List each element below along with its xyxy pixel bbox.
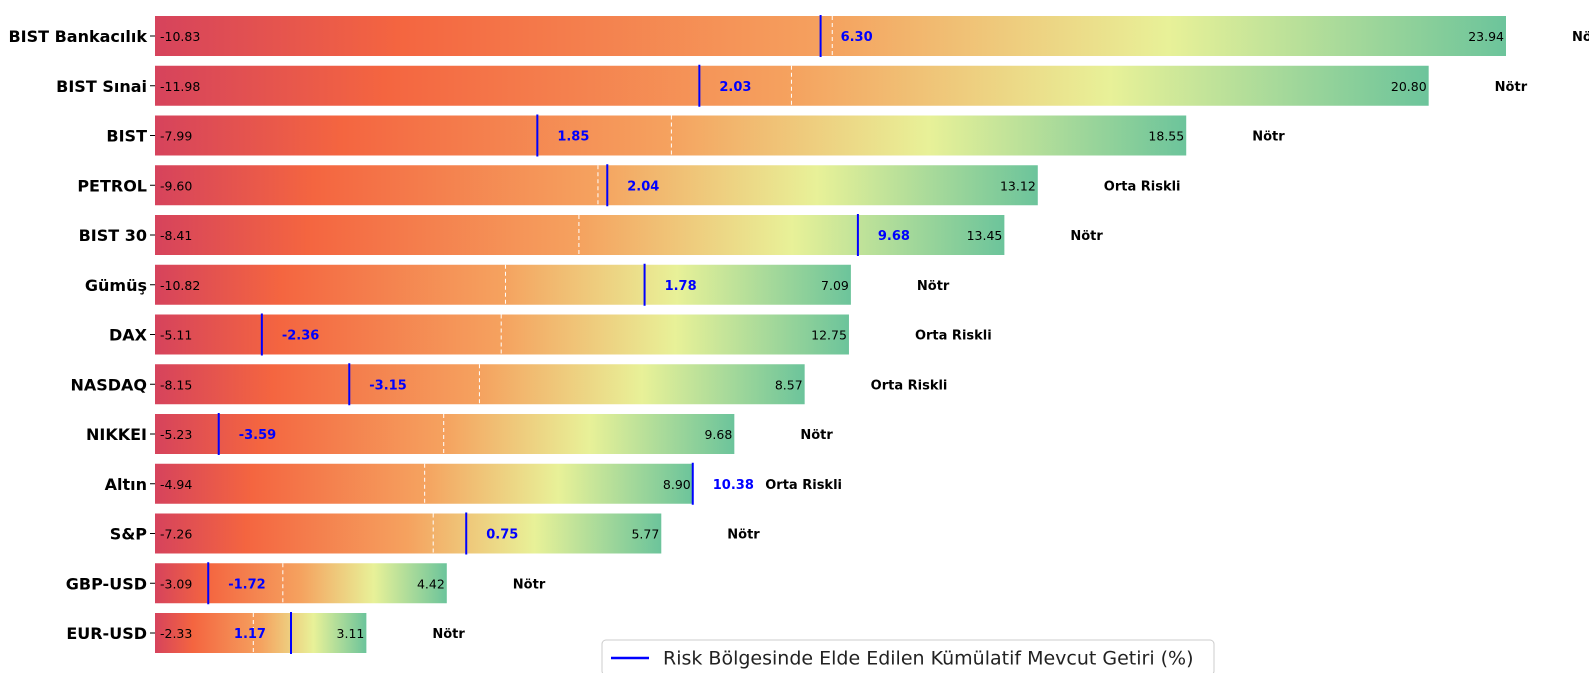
risk-category-label: Nötr (727, 528, 760, 543)
row-4: BIST 30 -8.41 13.45 9.68 Nötr (79, 214, 1103, 256)
current-return-label: 9.68 (878, 229, 910, 244)
max-value-label: 8.90 (663, 477, 691, 492)
min-value-label: -9.60 (160, 178, 192, 193)
current-return-label: -3.59 (239, 428, 276, 443)
risk-category-label: Nötr (917, 279, 950, 294)
max-value-label: 4.42 (417, 576, 445, 591)
risk-category-label: Nötr (1252, 130, 1285, 145)
max-value-label: 13.45 (967, 228, 1003, 243)
max-value-label: 7.09 (821, 278, 849, 293)
min-value-label: -3.09 (160, 576, 192, 591)
min-value-label: -10.83 (160, 29, 200, 44)
legend-label: Risk Bölgesinde Elde Edilen Kümülatif Me… (663, 648, 1194, 670)
risk-category-label: Nötr (1495, 80, 1528, 95)
row-11: GBP-USD -3.09 4.42 -1.72 Nötr (66, 562, 546, 605)
risk-category-label: Orta Riskli (915, 329, 992, 344)
category-label: Gümüş (85, 276, 147, 295)
current-return-label: 1.78 (665, 279, 697, 294)
current-return-label: 0.75 (486, 528, 518, 543)
max-value-label: 13.12 (1000, 178, 1036, 193)
risk-category-label: Orta Riskli (1104, 179, 1181, 194)
min-value-label: -5.11 (160, 328, 192, 343)
range-bar (155, 364, 805, 405)
row-7: NASDAQ -8.15 8.57 -3.15 Orta Riskli (70, 363, 948, 406)
risk-category-label: Nötr (432, 627, 465, 642)
category-label: BIST Sınai (56, 77, 147, 96)
row-8: NIKKEI -5.23 9.68 -3.59 Nötr (86, 413, 833, 455)
max-value-label: 9.68 (704, 427, 732, 442)
chart-legend: Risk Bölgesinde Elde Edilen Kümülatif Me… (601, 639, 1215, 673)
max-value-label: 3.11 (337, 626, 365, 641)
range-bar (155, 215, 1005, 255)
min-value-label: -7.99 (160, 129, 192, 144)
risk-category-label: Nötr (1572, 30, 1589, 45)
max-value-label: 8.57 (775, 377, 803, 392)
range-bar (155, 613, 367, 653)
range-bar (155, 65, 1429, 106)
category-label: Altın (105, 475, 147, 494)
legend-frame (601, 639, 1215, 673)
row-9: Altın -4.94 8.90 10.38 Orta Riskli (105, 462, 842, 505)
max-value-label: 12.75 (811, 328, 847, 343)
min-value-label: -10.82 (160, 278, 200, 293)
current-return-label: 1.85 (557, 130, 589, 145)
category-label: BIST Bankacılık (8, 27, 147, 46)
risk-category-label: Nötr (800, 428, 833, 443)
max-value-label: 18.55 (1148, 129, 1184, 144)
range-bar (155, 414, 735, 454)
current-return-label: 10.38 (713, 478, 754, 493)
category-label: DAX (109, 326, 148, 345)
row-2: BIST -7.99 18.55 1.85 Nötr (106, 114, 1285, 157)
min-value-label: -5.23 (160, 427, 192, 442)
min-value-label: -2.33 (160, 626, 192, 641)
category-label: S&P (110, 525, 147, 544)
min-value-label: -8.15 (160, 377, 192, 392)
min-value-label: -4.94 (160, 477, 192, 492)
current-return-label: 2.03 (719, 80, 751, 95)
row-10: S&P -7.26 5.77 0.75 Nötr (110, 512, 760, 555)
row-0: BIST Bankacılık -10.83 23.94 6.30 Nötr (8, 15, 1589, 57)
range-bar (155, 115, 1187, 156)
max-value-label: 20.80 (1391, 79, 1427, 94)
range-bar (155, 314, 849, 355)
current-return-label: 1.17 (234, 627, 266, 642)
max-value-label: 23.94 (1468, 29, 1504, 44)
range-bar (155, 463, 693, 504)
category-label: BIST (106, 127, 147, 146)
category-label: GBP-USD (66, 574, 147, 593)
risk-category-label: Orta Riskli (765, 478, 842, 493)
risk-category-label: Orta Riskli (871, 378, 948, 393)
current-return-label: 2.04 (627, 179, 659, 194)
row-12: EUR-USD -2.33 3.11 1.17 Nötr (66, 612, 465, 654)
range-bar (155, 264, 851, 305)
current-return-label: -1.72 (228, 577, 265, 592)
current-return-label: -3.15 (369, 378, 406, 393)
row-3: PETROL -9.60 13.12 2.04 Orta Riskli (77, 164, 1181, 207)
current-return-label: 6.30 (841, 30, 873, 45)
range-bar (155, 513, 662, 554)
row-5: Gümüş -10.82 7.09 1.78 Nötr (85, 263, 950, 306)
category-label: NASDAQ (70, 375, 147, 394)
risk-category-label: Nötr (513, 577, 546, 592)
max-value-label: 5.77 (631, 527, 659, 542)
category-label: EUR-USD (66, 624, 147, 643)
min-value-label: -8.41 (160, 228, 192, 243)
current-return-label: -2.36 (282, 329, 319, 344)
range-bar (155, 16, 1506, 56)
risk-category-label: Nötr (1070, 229, 1103, 244)
category-label: NIKKEI (86, 425, 147, 444)
range-bar (155, 165, 1038, 206)
range-bar (155, 563, 447, 604)
category-label: PETROL (77, 176, 147, 195)
row-1: BIST Sınai -11.98 20.80 2.03 Nötr (56, 64, 1528, 107)
min-value-label: -7.26 (160, 527, 192, 542)
category-label: BIST 30 (79, 226, 147, 245)
row-6: DAX -5.11 12.75 -2.36 Orta Riskli (109, 313, 992, 356)
min-value-label: -11.98 (160, 79, 200, 94)
